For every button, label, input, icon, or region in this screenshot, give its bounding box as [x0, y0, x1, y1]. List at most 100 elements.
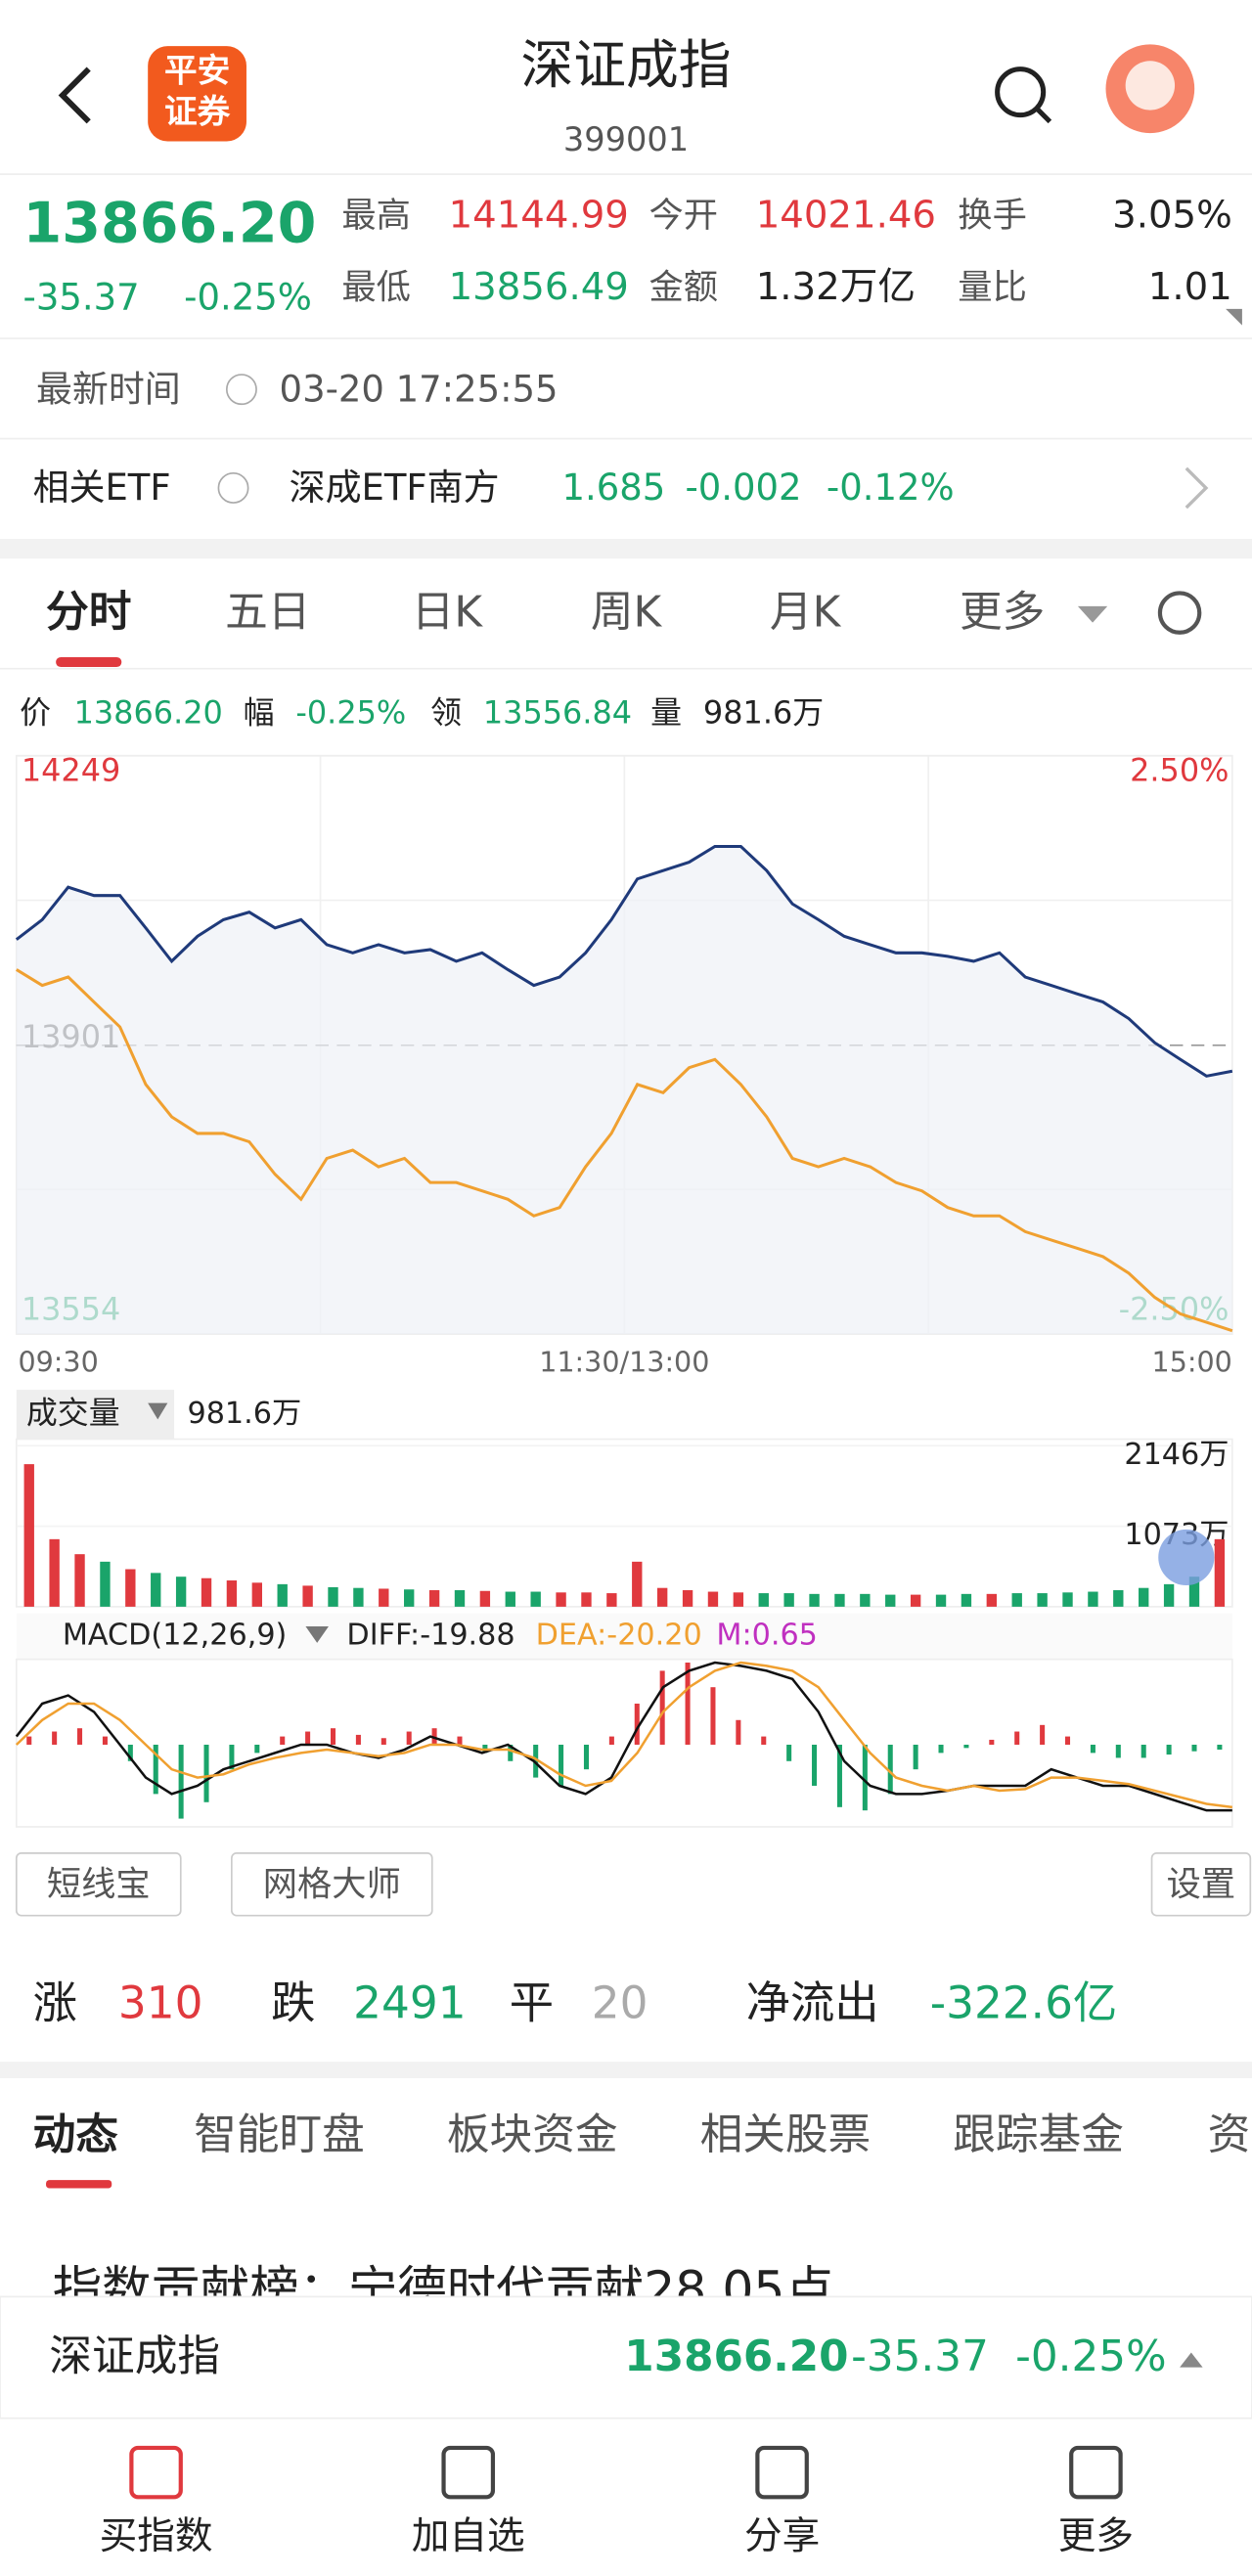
field-label: 最低 [341, 268, 411, 308]
dropdown [148, 1402, 168, 1420]
y2-tick-label: 2.50% [1130, 752, 1229, 789]
volume-value: 981.6万 [187, 1397, 301, 1431]
expand[interactable] [1180, 2352, 1203, 2368]
change: -35.37 [23, 276, 140, 318]
info-label: 量 [650, 694, 682, 732]
flow-value: -322.6亿 [930, 1977, 1118, 2029]
macd-bar [127, 1744, 133, 1761]
macd-bar [836, 1744, 842, 1807]
macd-bar [608, 1736, 614, 1745]
breadth-value: 2491 [353, 1977, 466, 2029]
quote-fields: 最高 14144.99 今开 14021.46 换手 3.05% 最低 13856.49 金额 1… [341, 193, 1231, 309]
macd-bar [989, 1739, 995, 1745]
macd-bar [761, 1736, 767, 1745]
volume-bar [606, 1593, 617, 1607]
nav-label: 更多 [1058, 2514, 1134, 2558]
nav: 买指数 加自选 分享 更多 [100, 2445, 1134, 2558]
button[interactable] [231, 1852, 433, 1917]
info-value: 981.6万 [703, 694, 824, 732]
tabs: 分时 五日 日K 周K 月K 更多 [46, 587, 1045, 637]
macd-bar [153, 1744, 158, 1795]
dropdown [305, 1626, 329, 1643]
settings-icon[interactable] [1157, 591, 1202, 635]
nav-icon[interactable] [1069, 2445, 1123, 2500]
macd-bar [963, 1744, 969, 1749]
news-tab[interactable]: 跟踪基金 [953, 2110, 1124, 2159]
macd-bar [52, 1731, 58, 1745]
macd-bar [1040, 1724, 1046, 1745]
x-tick-label: 15:00 [1152, 1345, 1232, 1378]
field-label: 换手 [958, 196, 1027, 236]
etf-price: 1.685 [561, 466, 665, 509]
volume-bar [809, 1593, 820, 1607]
news-headline[interactable]: 指数贡献榜：宁德时代贡献28.05点 [53, 2261, 834, 2319]
price: 13866.20 [23, 191, 317, 255]
nav-icon[interactable] [441, 2445, 496, 2500]
volume-chart: 2146万1073万 [16, 1438, 1232, 1607]
macd-bar [203, 1744, 209, 1802]
macd-chart [15, 1661, 1233, 1819]
nav-label: 分享 [744, 2514, 820, 2558]
etf-label: 相关ETF [33, 466, 171, 509]
button[interactable] [15, 1852, 182, 1917]
volume-bar [251, 1582, 262, 1607]
macd-bar [229, 1744, 235, 1770]
volume-bar [632, 1561, 643, 1607]
news-tab[interactable]: 板块资金 [447, 2110, 618, 2159]
etf-change: -0.002 [685, 466, 801, 509]
volume-bar [277, 1583, 288, 1607]
news-tabs: 动态 智能盯盘 板块资金 相关股票 跟踪基金 资 [33, 2110, 1251, 2159]
volume-tag[interactable] [16, 1390, 175, 1440]
field-label: 最高 [341, 196, 411, 236]
macd-bar [659, 1670, 665, 1745]
etf-pct: -0.12% [827, 466, 955, 509]
volume-bar [379, 1588, 389, 1607]
macd-line [15, 1661, 1233, 1809]
button[interactable] [1150, 1852, 1252, 1917]
bar-change: -35.37 [851, 2332, 989, 2381]
volume-bar [656, 1587, 668, 1607]
tab[interactable]: 日K [412, 587, 484, 637]
macd-bar [913, 1744, 918, 1770]
code: 399001 [563, 120, 689, 158]
tab[interactable]: 周K [591, 587, 663, 637]
tab[interactable]: 月K [770, 587, 842, 637]
bottom-bar [0, 2295, 1252, 2420]
button-label: 短线宝 [47, 1864, 151, 1904]
chevron[interactable] [1185, 466, 1209, 510]
etf-name[interactable]: 深成ETF南方 [290, 466, 500, 509]
nav-label: 加自选 [412, 2514, 525, 2558]
search-icon[interactable] [995, 67, 1047, 118]
news-tab[interactable]: 相关股票 [700, 2110, 872, 2159]
volume-bar [530, 1591, 541, 1607]
macd-bar [736, 1719, 741, 1745]
volume-bar [74, 1554, 85, 1607]
macd-bar [1217, 1744, 1223, 1751]
volume-bar [783, 1593, 794, 1607]
volume-bar [682, 1590, 693, 1607]
news-tab[interactable]: 智能盯盘 [194, 2110, 365, 2159]
macd-bar [938, 1744, 944, 1754]
volume-label: 成交量 [26, 1394, 120, 1431]
news-tab[interactable]: 动态 [33, 2110, 119, 2159]
volume-bar [1214, 1538, 1226, 1607]
tab[interactable]: 分时 [46, 587, 131, 637]
nav-icon[interactable] [755, 2445, 809, 2500]
corner [1226, 308, 1242, 326]
volume-bar [302, 1585, 313, 1607]
nav-icon[interactable] [129, 2445, 183, 2500]
volume-frame [15, 1438, 1233, 1608]
float-button[interactable] [1158, 1529, 1215, 1586]
macd-bar [812, 1744, 818, 1786]
tab[interactable]: 五日 [225, 587, 310, 637]
macd-bar [1090, 1744, 1096, 1754]
back-button[interactable] [58, 67, 91, 124]
macd-bar [457, 1736, 463, 1745]
volume-bar [1188, 1577, 1200, 1607]
macd-bar [533, 1744, 539, 1778]
info-icon [225, 374, 257, 406]
tab[interactable]: 更多 [960, 587, 1045, 637]
macd-bar [1115, 1744, 1121, 1758]
news-tab[interactable]: 资 [1208, 2110, 1251, 2159]
band [0, 2062, 1252, 2078]
